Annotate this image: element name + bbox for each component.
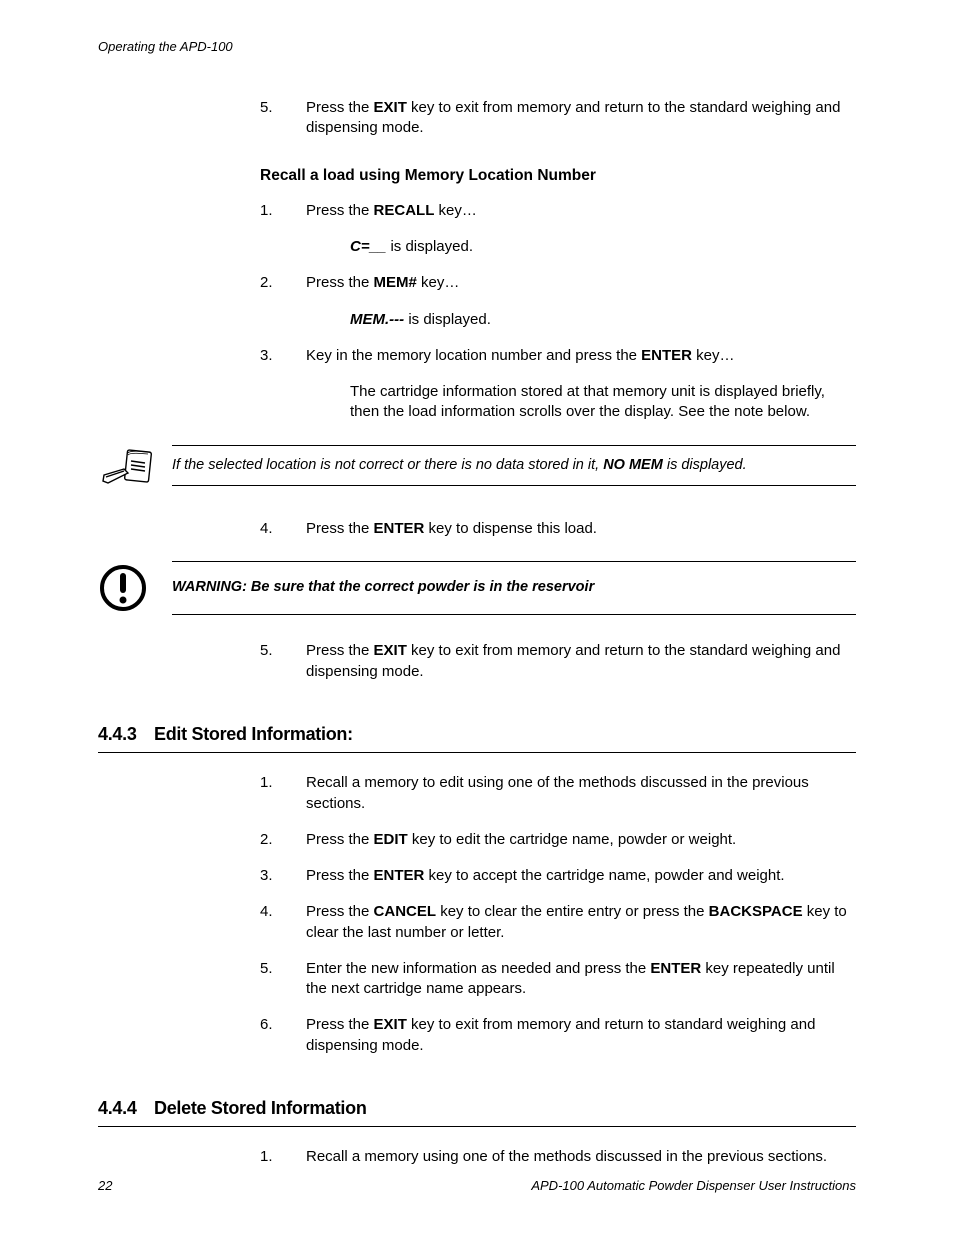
step-item: 3. Press the ENTER key to accept the car… (260, 866, 856, 886)
step-text: Press the CANCEL key to clear the entire… (306, 902, 856, 943)
key-name: EDIT (374, 831, 408, 848)
key-name: EXIT (374, 642, 407, 659)
key-name: CANCEL (374, 903, 437, 920)
key-name: BACKSPACE (709, 903, 803, 920)
step-number: 2. (260, 830, 306, 850)
section-title: Delete Stored Information (154, 1096, 367, 1120)
key-name: EXIT (374, 99, 407, 116)
text-span: Press the (306, 642, 374, 659)
text-span: key to accept the cartridge name, powder… (424, 867, 784, 884)
text-span: Key in the memory location number and pr… (306, 347, 641, 364)
step-subtext: The cartridge information stored at that… (260, 382, 856, 423)
key-name: RECALL (374, 202, 435, 219)
step-item: 4. Press the ENTER key to dispense this … (260, 519, 856, 539)
section-number: 4.4.4 (98, 1096, 154, 1120)
step-item: 5. Press the EXIT key to exit from memor… (260, 641, 856, 682)
step-text: Press the ENTER key to accept the cartri… (306, 866, 856, 886)
step-number: 4. (260, 902, 306, 943)
text-span: key to dispense this load. (424, 520, 597, 537)
step-item: 4. Press the CANCEL key to clear the ent… (260, 902, 856, 943)
step-text: Press the EXIT key to exit from memory a… (306, 641, 856, 682)
text-span: Press the (306, 274, 374, 291)
page-footer: 22 APD-100 Automatic Powder Dispenser Us… (98, 1177, 856, 1195)
note-icon (98, 445, 172, 497)
step-text: Recall a memory to edit using one of the… (306, 773, 856, 814)
step-number: 5. (260, 641, 306, 682)
running-header: Operating the APD-100 (98, 38, 856, 56)
text-span: is displayed. (404, 311, 491, 328)
text-span: key… (417, 274, 460, 291)
section-heading-443: 4.4.3 Edit Stored Information: (98, 722, 856, 746)
warning-text: WARNING: Be sure that the correct powder… (172, 561, 856, 615)
step-text: Enter the new information as needed and … (306, 959, 856, 1000)
step-item: 1. Recall a memory using one of the meth… (260, 1147, 856, 1167)
warning-icon (98, 561, 172, 619)
text-span: key… (692, 347, 735, 364)
text-span: Press the (306, 520, 374, 537)
key-name: ENTER (374, 867, 425, 884)
text-span: Press the (306, 202, 374, 219)
step-text: Key in the memory location number and pr… (306, 346, 856, 366)
step-text: Press the ENTER key to dispense this loa… (306, 519, 856, 539)
text-span: key to edit the cartridge name, powder o… (408, 831, 737, 848)
step-number: 2. (260, 273, 306, 293)
key-name: EXIT (374, 1016, 407, 1033)
display-value: C=__ (350, 238, 386, 255)
key-name: MEM# (374, 274, 417, 291)
step-item: 2. Press the EDIT key to edit the cartri… (260, 830, 856, 850)
text-span: Enter the new information as needed and … (306, 960, 650, 977)
text-span: is displayed. (386, 238, 473, 255)
section-title: Edit Stored Information: (154, 722, 353, 746)
display-value: MEM.--- (350, 311, 404, 328)
step-number: 5. (260, 959, 306, 1000)
key-name: ENTER (641, 347, 692, 364)
step-item: 6. Press the EXIT key to exit from memor… (260, 1015, 856, 1056)
step-text: Press the EXIT key to exit from memory a… (306, 1015, 856, 1056)
step-item: 3. Key in the memory location number and… (260, 346, 856, 366)
text-span: is displayed. (663, 457, 747, 473)
key-name: ENTER (374, 520, 425, 537)
step-number: 1. (260, 773, 306, 814)
step-text: Press the MEM# key… (306, 273, 856, 293)
step-number: 3. (260, 346, 306, 366)
text-span: key… (434, 202, 477, 219)
step-number: 6. (260, 1015, 306, 1056)
step-item: 1. Recall a memory to edit using one of … (260, 773, 856, 814)
display-value: NO MEM (603, 457, 663, 473)
text-span: Press the (306, 867, 374, 884)
page-number: 22 (98, 1177, 112, 1195)
step-number: 1. (260, 201, 306, 221)
text-span: Press the (306, 903, 374, 920)
text-span: Press the (306, 831, 374, 848)
step-number: 1. (260, 1147, 306, 1167)
step-text: Press the EDIT key to edit the cartridge… (306, 830, 856, 850)
subheading-recall: Recall a load using Memory Location Numb… (260, 166, 856, 187)
section-heading-444: 4.4.4 Delete Stored Information (98, 1096, 856, 1120)
step-text: Press the EXIT key to exit from memory a… (306, 98, 856, 139)
text-span: Press the (306, 99, 374, 116)
step-text: Press the RECALL key… (306, 201, 856, 221)
step-subtext: MEM.--- is displayed. (260, 310, 856, 330)
text-span: key to clear the entire entry or press t… (436, 903, 709, 920)
step-item: 1. Press the RECALL key… (260, 201, 856, 221)
step-item: 5. Press the EXIT key to exit from memor… (260, 98, 856, 139)
step-number: 5. (260, 98, 306, 139)
step-number: 3. (260, 866, 306, 886)
text-span: WARNING: Be sure that the correct powder… (172, 579, 594, 595)
step-item: 5. Enter the new information as needed a… (260, 959, 856, 1000)
text-span: Press the (306, 1016, 374, 1033)
step-item: 2. Press the MEM# key… (260, 273, 856, 293)
step-number: 4. (260, 519, 306, 539)
note-callout: If the selected location is not correct … (98, 445, 856, 497)
step-subtext: C=__ is displayed. (260, 237, 856, 257)
step-text: Recall a memory using one of the methods… (306, 1147, 856, 1167)
warning-callout: WARNING: Be sure that the correct powder… (98, 561, 856, 619)
section-rule (98, 752, 856, 753)
key-name: ENTER (650, 960, 701, 977)
note-text: If the selected location is not correct … (172, 445, 856, 487)
document-title: APD-100 Automatic Powder Dispenser User … (531, 1177, 856, 1195)
text-span: If the selected location is not correct … (172, 457, 603, 473)
section-number: 4.4.3 (98, 722, 154, 746)
section-rule (98, 1126, 856, 1127)
